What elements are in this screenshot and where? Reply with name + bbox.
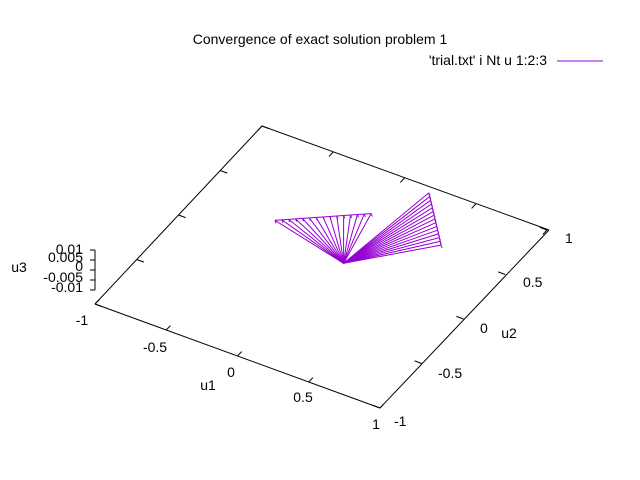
x-tick-label: -0.5 xyxy=(143,339,167,355)
y-tick xyxy=(414,360,422,364)
data-ray xyxy=(274,219,344,264)
y-tick xyxy=(94,303,103,308)
y-tick xyxy=(136,259,145,263)
data-ray xyxy=(343,222,436,264)
data-strand xyxy=(437,229,440,234)
data-ray xyxy=(343,196,431,264)
data-ray xyxy=(343,229,438,264)
data-ray xyxy=(343,213,365,264)
data-ray xyxy=(343,244,442,264)
data-ray xyxy=(343,203,432,264)
data-strand xyxy=(428,192,431,196)
data-strand xyxy=(439,241,442,245)
x-tick xyxy=(471,203,477,209)
data-ray xyxy=(343,233,439,264)
data-strand xyxy=(432,211,435,215)
data-ray xyxy=(343,237,440,264)
data-ray xyxy=(343,211,434,264)
floor-edge-right xyxy=(379,229,550,409)
data-strand xyxy=(433,215,436,219)
data-strand xyxy=(431,207,434,211)
data-strand xyxy=(436,226,439,230)
z-tick-label: 0.01 xyxy=(56,241,83,257)
data-ray xyxy=(343,214,435,264)
chart-title: Convergence of exact solution problem 1 xyxy=(193,31,448,47)
data-strand xyxy=(438,237,441,241)
data-ray xyxy=(343,213,372,264)
data-ray xyxy=(343,214,358,264)
data-strand xyxy=(440,244,443,249)
data-ray xyxy=(302,218,344,264)
data-ray xyxy=(322,216,345,264)
z-tick-label: 0.005 xyxy=(48,249,83,265)
y-tick xyxy=(539,226,548,231)
z-tick-label: -0.005 xyxy=(43,269,83,285)
data-ray xyxy=(343,214,351,264)
data-ray xyxy=(308,217,344,264)
data-ray xyxy=(343,192,430,264)
data-ray xyxy=(343,240,441,264)
data-ray xyxy=(343,199,431,264)
x-tick xyxy=(237,351,243,357)
data-ray xyxy=(288,218,344,264)
y-tick-label: -0.5 xyxy=(438,365,462,381)
y-tick-label: 0 xyxy=(480,320,488,336)
data-strand xyxy=(430,200,433,204)
z-tick-label: -0.01 xyxy=(51,279,83,295)
x-tick xyxy=(165,325,171,331)
data-ray xyxy=(295,218,344,264)
data-ray xyxy=(336,215,345,264)
data-strand xyxy=(435,222,438,226)
x-tick xyxy=(328,151,334,157)
x-tick xyxy=(94,299,100,305)
x-tick xyxy=(308,377,314,383)
y-tick-label: -1 xyxy=(394,413,407,429)
data-ray xyxy=(315,217,345,264)
data-strand xyxy=(430,203,434,208)
y-tick xyxy=(178,214,186,219)
y-tick xyxy=(456,315,464,320)
y-tick-label: 0.5 xyxy=(523,274,543,290)
floor-edge-back xyxy=(261,125,550,231)
x-tick-label: -1 xyxy=(76,312,89,328)
legend-label: 'trial.txt' i Nt u 1:2:3 xyxy=(429,52,547,68)
z-tick-label: 0 xyxy=(75,258,83,274)
data-strand xyxy=(437,233,441,237)
x-axis-label: u1 xyxy=(200,377,216,393)
y-tick xyxy=(261,125,270,130)
x-tick xyxy=(399,177,405,183)
x-tick-label: 0.5 xyxy=(293,389,313,405)
x-tick-label: 0 xyxy=(227,364,235,380)
z-axis-label: u3 xyxy=(11,259,27,275)
data-ray xyxy=(343,218,436,264)
data-strand xyxy=(434,218,437,222)
x-tick xyxy=(257,125,263,131)
y-tick xyxy=(372,404,381,409)
axes-box xyxy=(94,125,550,409)
data-layer xyxy=(274,192,443,264)
y-tick-label: 1 xyxy=(565,230,573,246)
data-ray xyxy=(343,207,433,264)
y-tick xyxy=(497,271,506,275)
data-ray xyxy=(343,225,437,264)
data-strand xyxy=(370,213,373,217)
axis-ticks xyxy=(90,125,548,409)
y-tick xyxy=(220,170,228,174)
data-ray xyxy=(281,219,344,264)
x-tick-label: 1 xyxy=(372,416,380,432)
data-strand xyxy=(429,196,432,200)
y-axis-label: u2 xyxy=(501,325,517,341)
data-ray xyxy=(329,216,345,264)
x-tick xyxy=(542,229,548,235)
x-tick xyxy=(379,403,385,409)
